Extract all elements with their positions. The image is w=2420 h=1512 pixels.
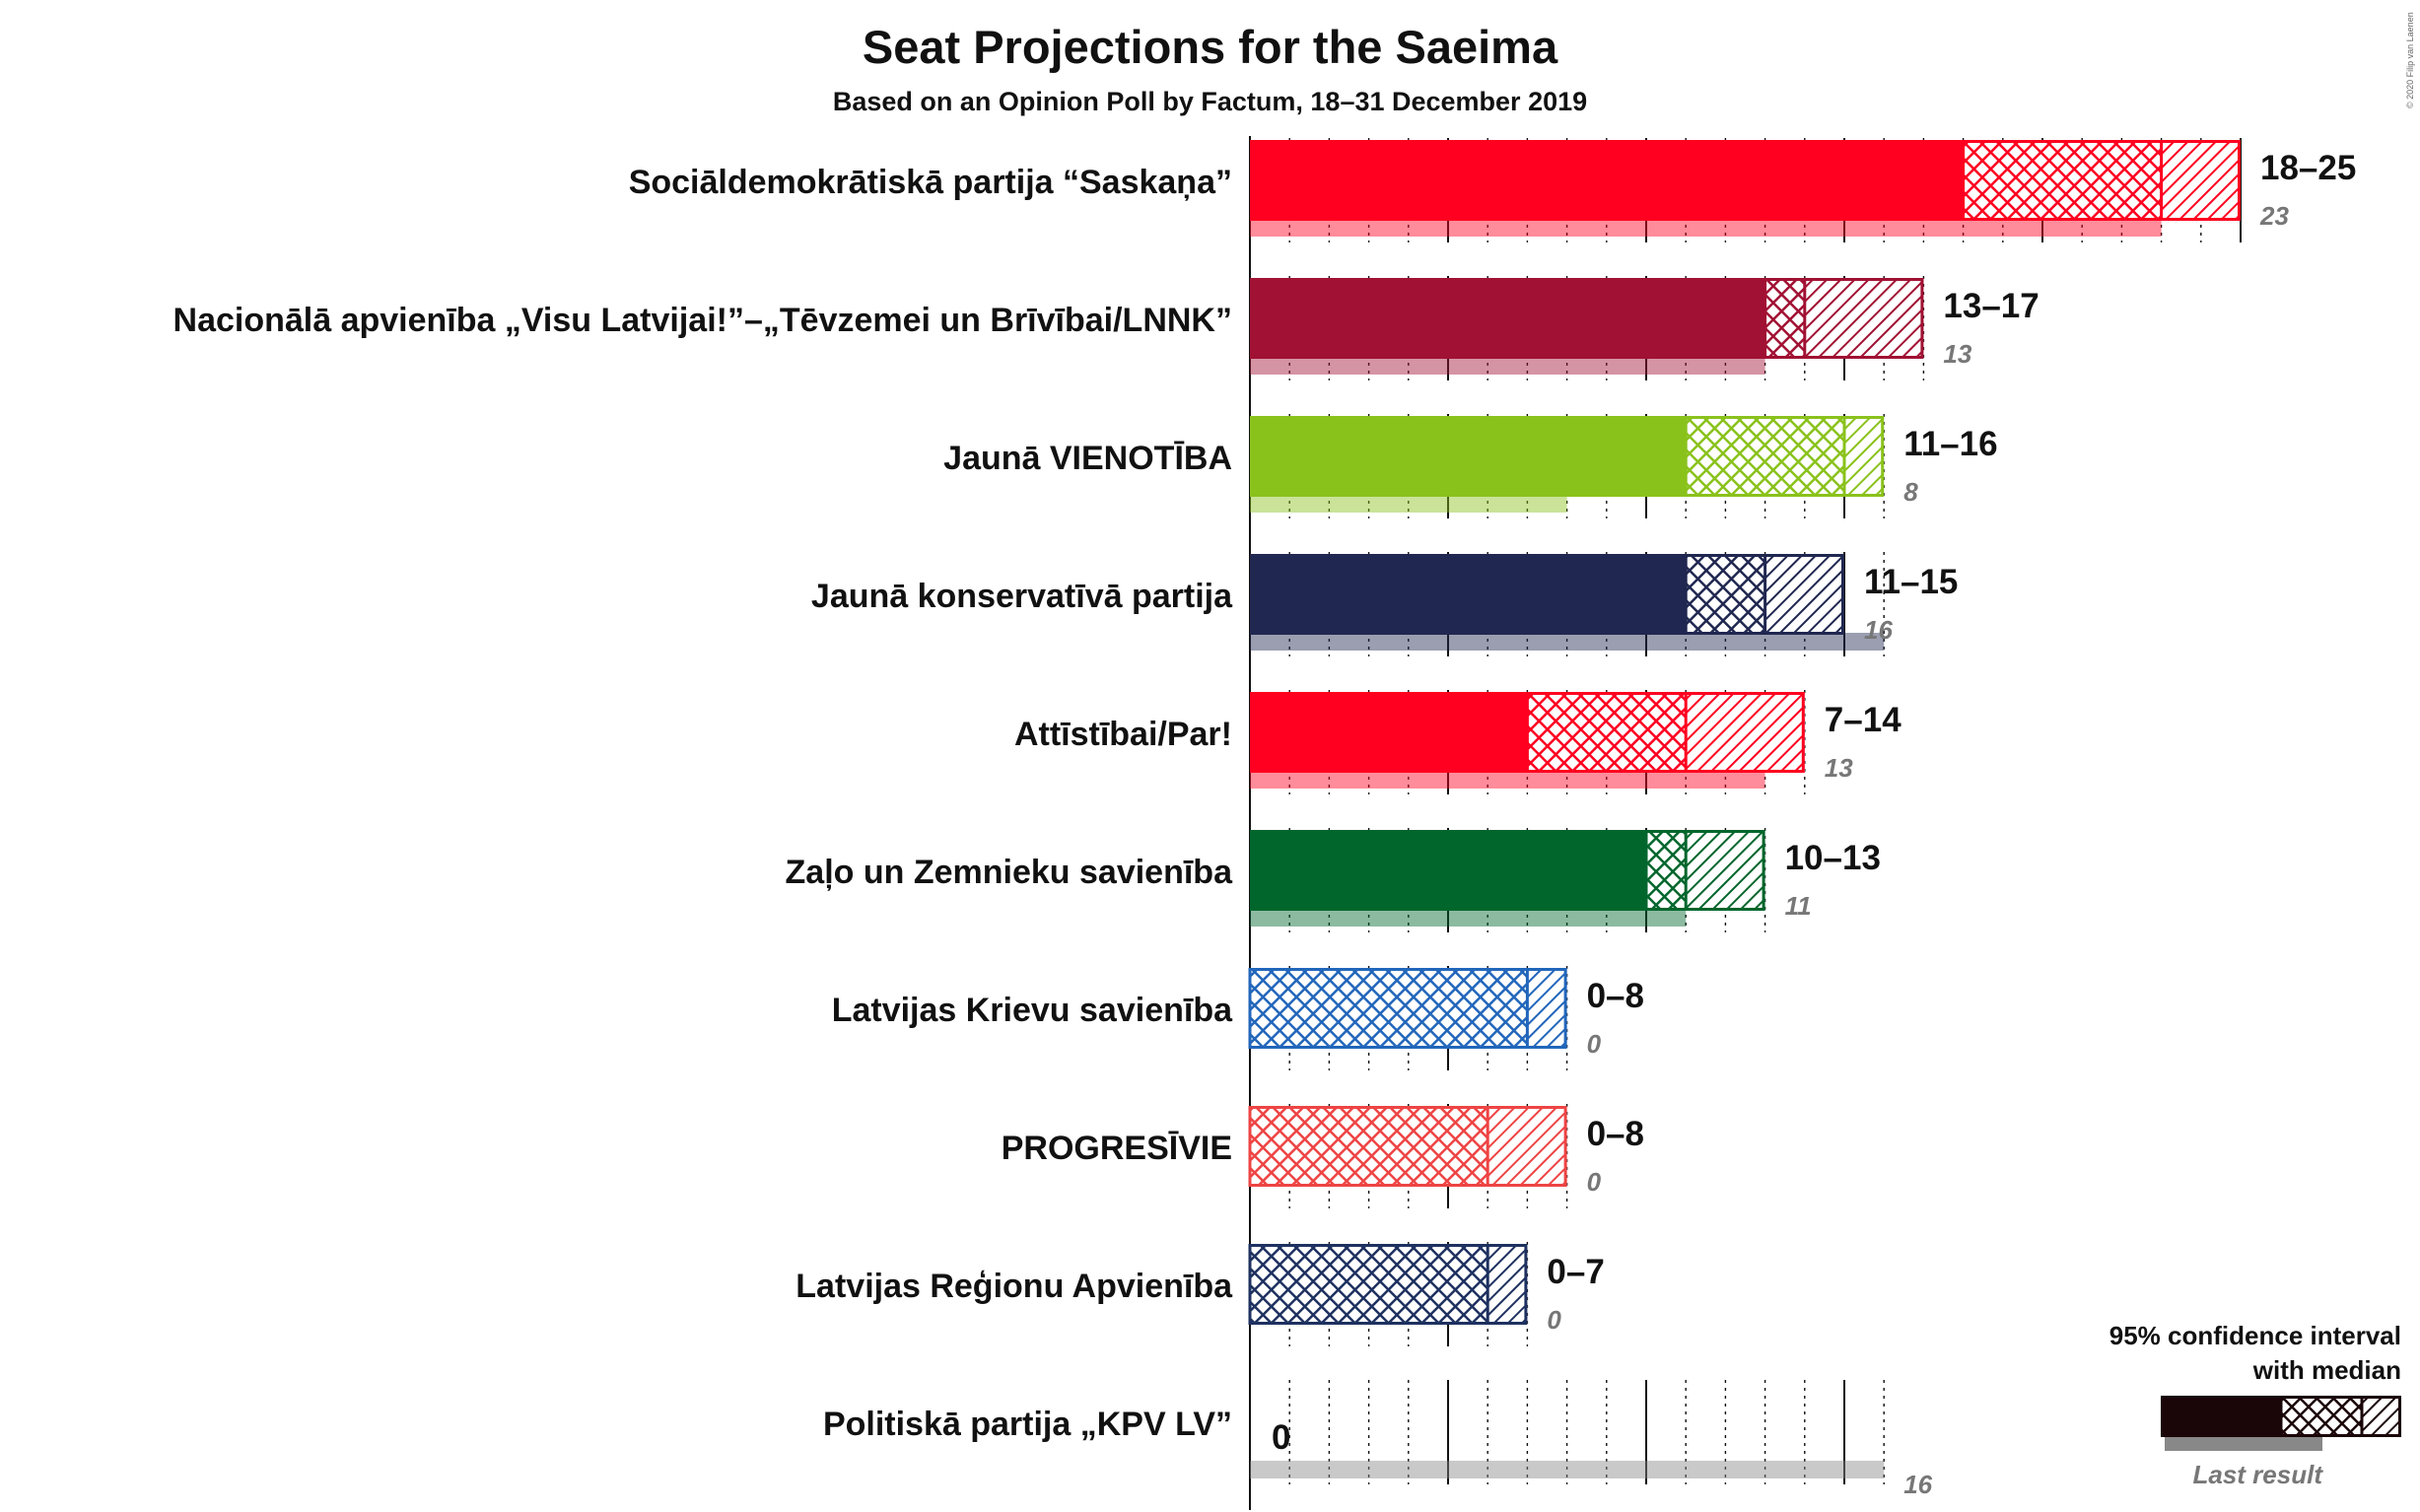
legend: 95% confidence interval with median Last r… (2109, 1321, 2401, 1489)
party-label: Sociāldemokrātiskā partija “Saskaņa” (629, 164, 1232, 201)
last-result-label: 0 (1547, 1305, 1561, 1335)
solid-bar (1250, 554, 1687, 635)
party-row: Jaunā VIENOTĪBA 11–16 8 (943, 416, 1998, 513)
party-row: Jaunā konservatīvā partija 11–15 16 (811, 554, 1958, 651)
ci-upper-bar (1686, 830, 1765, 911)
legend-title-line1: 95% confidence interval (2109, 1321, 2401, 1350)
last-result-bar (1250, 909, 1687, 927)
ci-lower-bar (1963, 140, 2162, 221)
range-label: 13–17 (1943, 287, 2039, 325)
party-label: Attīstībai/Par! (1014, 716, 1232, 753)
range-label: 11–15 (1864, 563, 1958, 601)
last-result-label: 13 (1943, 339, 1971, 369)
party-row: Attīstībai/Par! 7–14 13 (1014, 692, 1901, 789)
legend-last-result-label: Last result (2193, 1460, 2324, 1489)
ci-lower-bar (1250, 1244, 1488, 1325)
ci-outline (1644, 830, 1765, 911)
ci-outline (1248, 1244, 1528, 1325)
range-label: 0 (1272, 1418, 1290, 1457)
last-result-bar (1250, 1461, 1885, 1478)
last-result-bar (1250, 219, 2162, 237)
ci-outline (1248, 1106, 1567, 1187)
solid-bar (1250, 278, 1765, 359)
range-label: 7–14 (1825, 701, 1901, 739)
last-result-bar (1250, 633, 1885, 651)
ci-outline (1525, 692, 1805, 773)
last-result-label: 8 (1903, 477, 1918, 507)
bars: Sociāldemokrātiskā partija “Saskaņa” 18–2… (173, 140, 2356, 1499)
legend-solid-swatch (2161, 1396, 2281, 1437)
ci-upper-bar (1764, 554, 1844, 635)
chart-title: Seat Projections for the Saeima (862, 21, 1558, 73)
party-row: Nacionālā apvienība „Visu Latvijai!”–„Tē… (173, 278, 2040, 375)
last-result-label: 23 (2259, 201, 2289, 231)
ci-outline (1248, 968, 1567, 1049)
ci-outline (1763, 278, 1924, 359)
range-label: 0–7 (1547, 1253, 1604, 1291)
ci-upper-bar (1804, 278, 1924, 359)
solid-bar (1250, 692, 1528, 773)
legend-diag-swatch (2362, 1396, 2401, 1437)
party-label: PROGRESĪVIE (1002, 1130, 1232, 1167)
ci-lower-bar (1686, 416, 1844, 497)
ci-lower-bar (1686, 554, 1765, 635)
party-label: Latvijas Krievu savienība (832, 992, 1233, 1029)
range-label: 0–8 (1587, 1115, 1644, 1153)
legend-title-line2: with median (2252, 1355, 2401, 1385)
range-label: 11–16 (1903, 425, 1997, 463)
party-row: Latvijas Krievu savienība 0–8 0 (832, 968, 1644, 1059)
ci-lower-bar (1250, 1106, 1488, 1187)
party-label: Nacionālā apvienība „Visu Latvijai!”–„Tē… (173, 302, 1232, 339)
chart-subtitle: Based on an Opinion Poll by Factum, 18–3… (832, 87, 1588, 116)
last-result-label: 16 (1864, 615, 1893, 645)
solid-bar (1250, 416, 1687, 497)
ci-upper-bar (1686, 692, 1805, 773)
last-result-label: 11 (1785, 891, 1812, 921)
last-result-bar (1250, 495, 1567, 513)
ci-outline (1962, 140, 2241, 221)
ci-upper-bar (1487, 1244, 1528, 1325)
last-result-label: 13 (1825, 753, 1853, 783)
party-row: Latvijas Reģionu Apvienība 0–7 0 (795, 1244, 1605, 1335)
party-row: PROGRESĪVIE 0–8 0 (1002, 1106, 1644, 1197)
ci-lower-bar (1764, 278, 1805, 359)
ci-upper-bar (1487, 1106, 1567, 1187)
party-label: Zaļo un Zemnieku savienība (786, 854, 1234, 891)
party-label: Jaunā VIENOTĪBA (943, 440, 1232, 477)
ci-upper-bar (1844, 416, 1885, 497)
ci-lower-bar (1527, 692, 1687, 773)
ci-outline (1684, 416, 1885, 497)
last-result-bar (1250, 357, 1765, 375)
last-result-label: 16 (1903, 1470, 1932, 1499)
legend-cross-swatch (2281, 1396, 2362, 1437)
last-result-label: 0 (1587, 1029, 1602, 1059)
party-label: Politiskā partija „KPV LV” (823, 1406, 1232, 1443)
ci-upper-bar (2161, 140, 2241, 221)
ci-upper-bar (1527, 968, 1567, 1049)
party-row: Zaļo un Zemnieku savienība 10–13 11 (786, 830, 1881, 927)
solid-bar (1250, 830, 1646, 911)
legend-outline (2279, 1396, 2401, 1437)
party-row: Sociāldemokrātiskā partija “Saskaņa” 18–2… (629, 140, 2356, 237)
solid-bar (1250, 140, 1964, 221)
legend-last-result-swatch (2165, 1433, 2322, 1451)
ci-lower-bar (1646, 830, 1687, 911)
range-label: 0–8 (1587, 977, 1644, 1015)
party-label: Jaunā konservatīvā partija (811, 578, 1233, 615)
ci-lower-bar (1250, 968, 1528, 1049)
last-result-bar (1250, 771, 1765, 789)
range-label: 18–25 (2260, 149, 2356, 187)
party-row: Politiskā partija „KPV LV” 0 16 (823, 1406, 1933, 1499)
party-label: Latvijas Reģionu Apvienība (795, 1268, 1233, 1305)
range-label: 10–13 (1785, 839, 1881, 877)
last-result-label: 0 (1587, 1167, 1602, 1197)
